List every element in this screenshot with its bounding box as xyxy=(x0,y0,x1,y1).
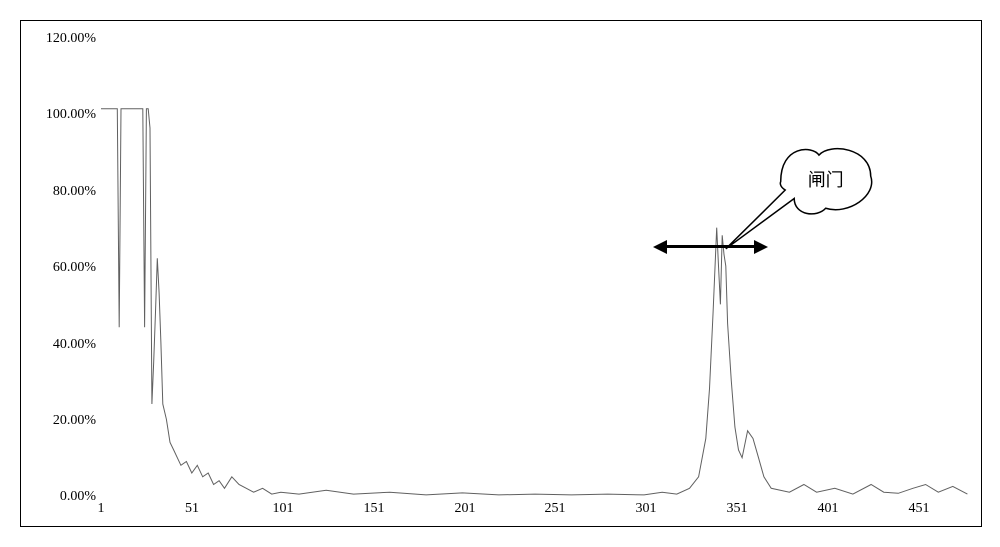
line-chart-svg xyxy=(101,36,971,496)
arrow-head-right-icon xyxy=(754,240,768,254)
plot-area xyxy=(101,36,971,496)
x-tick-label: 101 xyxy=(273,501,294,517)
x-tick-label: 1 xyxy=(98,501,105,517)
y-tick-label: 0.00% xyxy=(26,489,96,505)
x-tick-label: 451 xyxy=(909,501,930,517)
x-tick-label: 151 xyxy=(364,501,385,517)
x-tick-label: 301 xyxy=(636,501,657,517)
x-tick-label: 51 xyxy=(185,501,199,517)
x-tick-label: 351 xyxy=(727,501,748,517)
y-tick-label: 100.00% xyxy=(26,107,96,123)
y-tick-label: 20.00% xyxy=(26,413,96,429)
y-tick-label: 40.00% xyxy=(26,337,96,353)
y-tick-label: 60.00% xyxy=(26,260,96,276)
x-tick-label: 401 xyxy=(818,501,839,517)
chart-container: 120.00% 100.00% 80.00% 60.00% 40.00% 20.… xyxy=(20,20,982,527)
y-tick-label: 80.00% xyxy=(26,184,96,200)
x-tick-label: 201 xyxy=(455,501,476,517)
y-tick-label: 120.00% xyxy=(26,31,96,47)
x-tick-label: 251 xyxy=(545,501,566,517)
arrow-line xyxy=(665,245,755,248)
